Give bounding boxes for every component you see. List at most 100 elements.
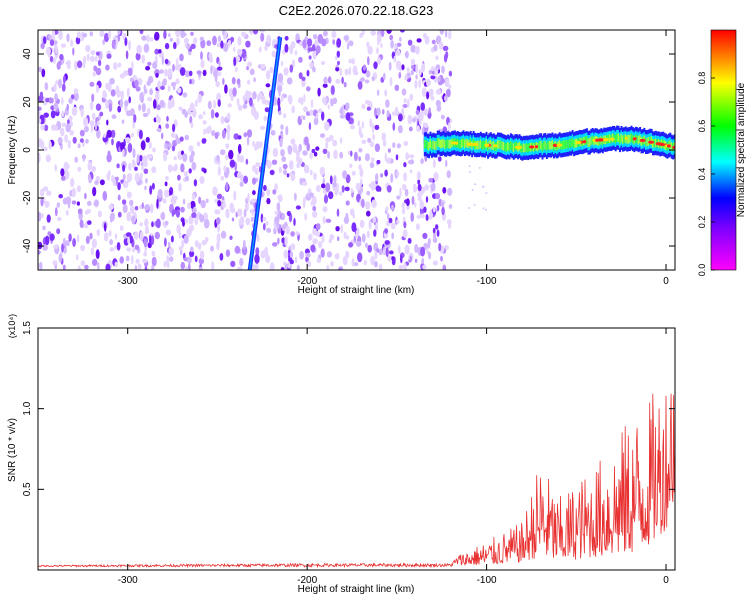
noise-blob — [211, 130, 216, 137]
noise-blob — [269, 262, 275, 270]
band-hotspot — [595, 138, 599, 142]
noise-blob — [420, 246, 426, 257]
noise-blob — [425, 214, 429, 221]
noise-blob — [423, 206, 427, 213]
noise-blob — [194, 255, 198, 263]
band-speck — [484, 208, 487, 211]
noise-blob — [348, 66, 352, 76]
noise-blob — [126, 87, 130, 98]
band-hotspot — [575, 140, 582, 145]
noise-blob — [96, 84, 99, 94]
noise-blob — [157, 188, 163, 199]
band-core — [564, 140, 567, 149]
noise-blob — [250, 198, 257, 203]
noise-blob — [255, 262, 259, 270]
band-core — [545, 142, 548, 152]
y-tick-label: -40 — [22, 238, 33, 253]
y-tick-label: 40 — [22, 48, 33, 60]
noise-blob — [358, 148, 363, 153]
noise-blob — [139, 231, 144, 241]
x-tick-label: -200 — [297, 276, 317, 287]
noise-blob — [258, 46, 262, 53]
noise-blob — [284, 43, 289, 53]
noise-blob — [386, 116, 392, 121]
noise-blob — [406, 204, 410, 210]
noise-blob — [66, 33, 70, 42]
noise-blob — [336, 50, 340, 58]
snr-x-axis-label: Height of straight line (km) — [298, 584, 415, 595]
noise-blob — [171, 132, 176, 139]
noise-blob — [215, 81, 220, 88]
noise-blob — [272, 189, 277, 195]
noise-blob — [403, 221, 407, 229]
noise-blob — [152, 61, 158, 69]
noise-blob — [71, 200, 77, 205]
noise-blob — [199, 250, 205, 260]
noise-blob — [418, 79, 422, 89]
noise-blob — [312, 49, 317, 60]
noise-blob — [249, 30, 254, 35]
noise-blob — [352, 65, 358, 76]
noise-blob — [307, 38, 313, 47]
band-core — [621, 135, 624, 144]
noise-blob — [398, 264, 404, 270]
noise-blob — [124, 37, 128, 47]
noise-blob — [408, 126, 413, 132]
noise-blob — [109, 77, 115, 85]
noise-blob — [80, 260, 86, 267]
noise-blob — [108, 169, 111, 178]
noise-blob — [113, 62, 118, 70]
noise-blob — [94, 180, 99, 186]
noise-blob — [168, 247, 174, 256]
noise-blob — [415, 109, 420, 115]
noise-blob — [410, 69, 415, 76]
noise-blob — [388, 61, 392, 71]
noise-blob — [105, 64, 110, 71]
noise-blob — [448, 84, 452, 90]
noise-blob — [170, 97, 175, 107]
noise-blob — [302, 198, 306, 209]
noise-blob — [106, 119, 109, 126]
noise-blob — [111, 114, 117, 120]
noise-blob — [73, 91, 79, 102]
noise-blob — [302, 115, 306, 121]
noise-blob — [255, 177, 259, 183]
noise-blob — [313, 117, 319, 126]
noise-blob — [144, 204, 150, 211]
noise-blob — [308, 192, 314, 198]
noise-blob — [39, 188, 45, 197]
noise-blob — [156, 128, 162, 132]
noise-blob — [436, 205, 440, 212]
band-core — [617, 133, 620, 143]
noise-blob — [76, 201, 80, 206]
noise-blob — [202, 69, 207, 77]
noise-blob — [188, 168, 192, 174]
noise-blob — [272, 242, 278, 247]
noise-blob — [315, 45, 321, 54]
noise-blob — [117, 182, 121, 191]
noise-blob — [168, 142, 172, 149]
noise-blob — [55, 125, 58, 131]
noise-blob — [296, 264, 300, 270]
noise-blob — [286, 77, 293, 85]
noise-blob — [289, 259, 294, 265]
noise-blob — [59, 53, 64, 61]
noise-blob — [395, 49, 401, 56]
noise-blob — [359, 167, 364, 178]
noise-blob — [274, 183, 278, 191]
noise-blob — [245, 158, 249, 165]
noise-blob — [162, 198, 167, 204]
noise-blob — [142, 155, 148, 165]
band-core — [522, 143, 525, 153]
noise-blob — [117, 30, 121, 35]
band-core — [449, 139, 452, 149]
band-core — [629, 134, 632, 144]
noise-blob — [234, 245, 241, 254]
noise-blob — [195, 99, 198, 107]
noise-blob — [281, 156, 287, 163]
noise-blob — [147, 61, 152, 66]
noise-blob — [60, 175, 66, 181]
noise-blob — [237, 208, 243, 217]
noise-blob — [244, 201, 249, 212]
noise-blob — [325, 137, 331, 143]
